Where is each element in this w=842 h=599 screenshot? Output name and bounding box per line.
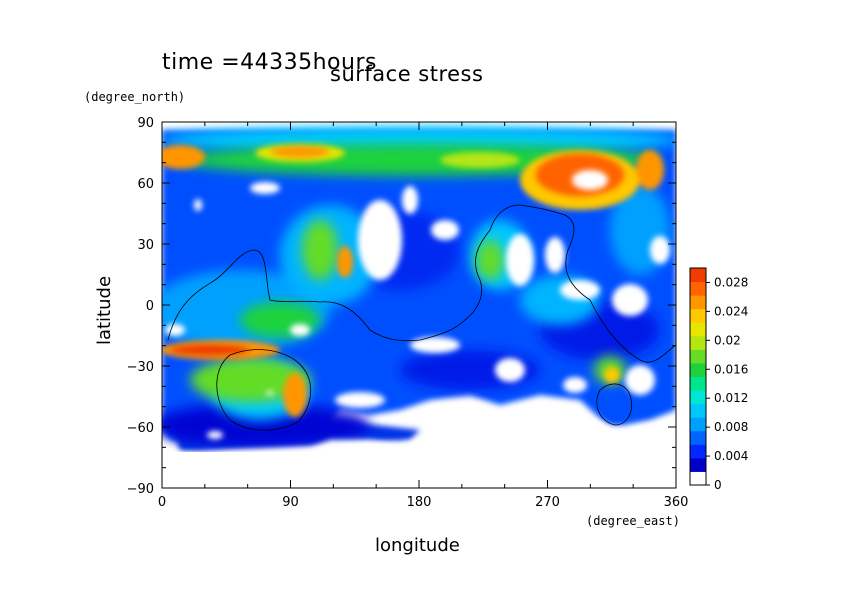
y-axis: −90 −60 −30 0 30 60 90 [127, 116, 676, 497]
colorbar-swatch [690, 390, 706, 405]
y-axis-label: latitude [94, 275, 116, 346]
colorbar-tick-label: 0.008 [714, 420, 748, 434]
colorbar-swatch [690, 295, 706, 310]
colorbar-swatch [690, 444, 706, 459]
heatmap-field [162, 122, 676, 488]
colorbar: 0 0.004 0.008 0.012 0.016 0.02 0.024 0.028 [689, 267, 748, 492]
x-axis-label: longitude [375, 535, 460, 556]
colorbar-tick-label: 0.004 [714, 449, 748, 463]
colorbar-swatch [690, 362, 706, 377]
colorbar-swatch [690, 308, 706, 323]
y-axis-unit: (degree_north) [84, 90, 186, 104]
colorbar-swatch [690, 349, 706, 364]
colorbar-frame [689, 267, 707, 486]
colorbar-swatch [690, 376, 706, 391]
x-axis-unit: (degree_east) [586, 514, 680, 528]
colorbar-swatch [690, 417, 706, 432]
colorbar-tick-label: 0 [714, 478, 722, 492]
x-tick-label: 90 [282, 495, 299, 510]
colorbar-swatch [690, 281, 706, 296]
y-tick-label: −30 [127, 360, 154, 375]
colorbar-swatch [690, 457, 706, 472]
y-tick-label: 90 [137, 116, 154, 131]
x-axis: 0 90 180 270 360 [158, 122, 689, 510]
y-tick-label: 60 [137, 177, 154, 192]
colorbar-swatch [690, 322, 706, 337]
x-tick-label: 180 [407, 495, 432, 510]
colorbar-tick-label: 0.028 [714, 275, 748, 289]
colorbar-tick-label: 0.016 [714, 362, 748, 376]
colorbar-tick-label: 0.024 [714, 304, 748, 318]
colorbar-swatch [690, 335, 706, 350]
colorbar-swatch [690, 268, 706, 283]
colorbar-tick-label: 0.02 [714, 333, 741, 347]
chart-title: surface stress [330, 62, 484, 86]
x-tick-label: 270 [535, 495, 560, 510]
colorbar-swatch [690, 471, 706, 486]
y-tick-label: −60 [127, 421, 154, 436]
time-label: time =44335hours [162, 50, 377, 75]
colorbar-swatch [690, 430, 706, 445]
colorbar-swatch [690, 403, 706, 418]
x-tick-label: 0 [158, 495, 166, 510]
colorbar-tick-label: 0.012 [714, 391, 748, 405]
y-tick-label: 0 [146, 299, 154, 314]
y-tick-label: 30 [137, 238, 154, 253]
x-tick-label: 360 [664, 495, 689, 510]
y-tick-label: −90 [127, 482, 154, 497]
